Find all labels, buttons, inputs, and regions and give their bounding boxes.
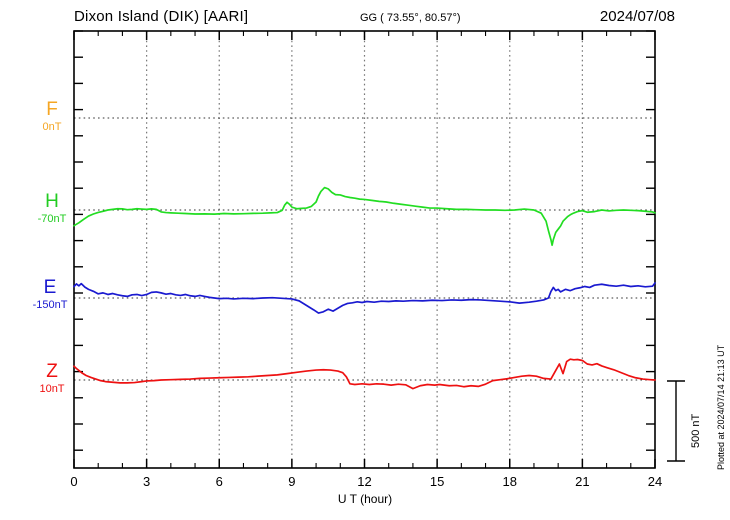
component-baseline-f: 0nT	[42, 121, 62, 133]
plotted-timestamp: Plotted at 2024/07/14 21:13 UT	[716, 344, 726, 470]
x-tick-label: 21	[575, 474, 589, 489]
x-tick-label: 9	[288, 474, 295, 489]
component-letter-f: F	[46, 99, 58, 120]
component-letter-z: Z	[46, 361, 58, 382]
x-tick-label: 12	[357, 474, 371, 489]
component-baseline-z: 10nT	[39, 383, 65, 395]
component-label-f: F 0nT	[26, 100, 78, 133]
plot-frame	[73, 30, 656, 469]
geographic-coordinates: GG ( 73.55°, 80.57°)	[360, 12, 461, 24]
x-tick-label: 18	[503, 474, 517, 489]
x-tick-label: 0	[70, 474, 77, 489]
component-label-h: H -70nT	[26, 192, 78, 225]
x-tick-label: 3	[143, 474, 150, 489]
trace-e	[73, 282, 656, 314]
trace-h	[73, 186, 656, 247]
component-label-e: E -150nT	[20, 278, 80, 311]
x-axis-label: U T (hour)	[337, 492, 393, 506]
component-label-z: Z 10nT	[26, 362, 78, 395]
component-baseline-e: -150nT	[32, 299, 68, 311]
scalebar-label: 500 nT	[690, 413, 702, 448]
trace-z	[73, 358, 656, 390]
x-tick-label: 6	[216, 474, 223, 489]
x-tick-label: 24	[648, 474, 662, 489]
observation-date: 2024/07/08	[599, 8, 675, 25]
page-title: Dixon Island (DIK) [AARI]	[74, 8, 249, 25]
x-tick-label: 15	[430, 474, 444, 489]
component-letter-h: H	[45, 191, 59, 212]
component-letter-e: E	[43, 277, 57, 298]
component-baseline-h: -70nT	[37, 213, 67, 225]
